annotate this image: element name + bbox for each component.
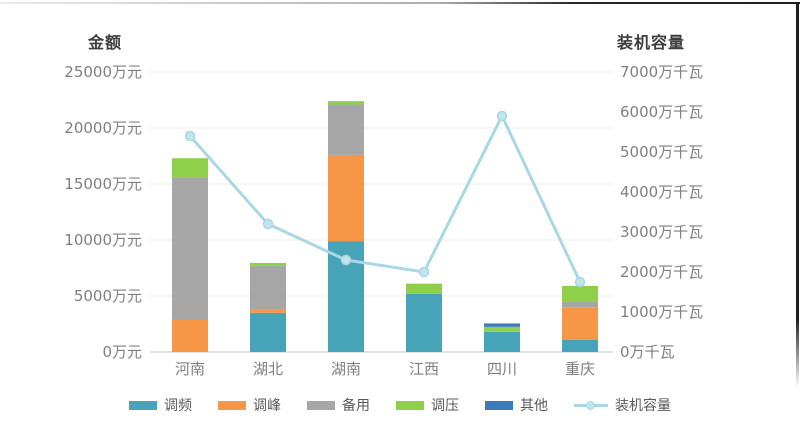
left-axis-title: 金额 (88, 33, 123, 52)
legend-item-其他[interactable]: 其他 (485, 395, 548, 415)
line-series-装机容量 (188, 114, 582, 284)
line-marker-四川[interactable] (496, 110, 508, 122)
category-label-江西: 江西 (409, 360, 439, 378)
legend-item-调峰[interactable]: 调峰 (218, 395, 281, 415)
bar-segment-河南-备用[interactable] (172, 177, 208, 320)
left-axis-tick-label: 0万元 (102, 343, 142, 361)
bar-segment-河南-调压[interactable] (172, 158, 208, 178)
legend-item-装机容量[interactable]: 装机容量 (574, 395, 671, 415)
bar-segment-湖南-调压[interactable] (328, 101, 364, 105)
legend: 调频 调峰 备用 调压 其他 装机容量 (0, 395, 800, 415)
bar-segment-重庆-调频[interactable] (562, 339, 598, 352)
left-axis-tick-label: 5000万元 (74, 287, 142, 305)
legend-label: 调峰 (253, 398, 281, 414)
right-axis-title: 装机容量 (617, 33, 686, 52)
legend-swatch-icon (396, 400, 424, 410)
bar-segment-重庆-调峰[interactable] (562, 307, 598, 340)
bar-segment-江西-调压[interactable] (406, 283, 442, 294)
bar-segment-湖北-备用[interactable] (250, 265, 286, 310)
line-marker-江西[interactable] (418, 266, 430, 278)
line-marker-湖南[interactable] (340, 254, 352, 266)
right-axis-tick-label: 6000万千瓦 (620, 103, 703, 121)
legend-line-marker-icon (574, 400, 608, 411)
bar-segment-四川-调压[interactable] (484, 326, 520, 332)
bar-segment-湖南-调峰[interactable] (328, 154, 364, 242)
legend-label: 调频 (164, 398, 192, 414)
right-axis-tick-label: 0万千瓦 (620, 343, 675, 361)
category-label-四川: 四川 (487, 360, 517, 378)
left-axis-tick-label: 25000万元 (64, 63, 142, 81)
bar-segment-湖北-调压[interactable] (250, 262, 286, 266)
image-edge-artifact-right (796, 2, 799, 388)
line-marker-重庆[interactable] (574, 276, 586, 288)
line-marker-河南[interactable] (184, 130, 196, 142)
bar-segment-湖北-调频[interactable] (250, 312, 286, 352)
legend-item-备用[interactable]: 备用 (307, 395, 370, 415)
legend-swatch-icon (218, 400, 246, 410)
bar-segment-河南-调峰[interactable] (172, 319, 208, 352)
line-marker-湖北[interactable] (262, 218, 274, 230)
legend-item-调频[interactable]: 调频 (129, 395, 192, 415)
bar-segment-湖南-备用[interactable] (328, 104, 364, 155)
bar-segment-四川-其他[interactable] (484, 323, 520, 327)
legend-item-调压[interactable]: 调压 (396, 395, 459, 415)
right-axis-tick-label: 2000万千瓦 (620, 263, 703, 281)
bar-segment-重庆-备用[interactable] (562, 301, 598, 308)
right-axis-tick-label: 7000万千瓦 (620, 63, 703, 81)
right-axis-tick-label: 5000万千瓦 (620, 143, 703, 161)
legend-label: 调压 (431, 398, 459, 414)
left-axis-tick-label: 20000万元 (64, 119, 142, 137)
category-label-河南: 河南 (175, 360, 205, 378)
legend-swatch-icon (129, 400, 157, 410)
category-label-湖北: 湖北 (253, 360, 283, 378)
left-axis-tick-label: 15000万元 (64, 175, 142, 193)
right-axis-tick-label: 1000万千瓦 (620, 303, 703, 321)
legend-label: 备用 (342, 398, 370, 414)
legend-swatch-icon (485, 400, 513, 410)
bar-segment-江西-调频[interactable] (406, 293, 442, 352)
bar-segment-四川-调频[interactable] (484, 331, 520, 352)
left-axis-tick-label: 10000万元 (64, 231, 142, 249)
bar-segment-湖北-调峰[interactable] (250, 309, 286, 313)
legend-swatch-icon (307, 400, 335, 410)
bar-segment-重庆-调压[interactable] (562, 285, 598, 302)
category-label-湖南: 湖南 (331, 360, 361, 378)
legend-label: 其他 (520, 398, 548, 414)
legend-label: 装机容量 (615, 398, 671, 414)
right-axis-tick-label: 4000万千瓦 (620, 183, 703, 201)
image-edge-artifact-top (0, 2, 800, 4)
category-label-重庆: 重庆 (565, 360, 595, 378)
right-axis-tick-label: 3000万千瓦 (620, 223, 703, 241)
